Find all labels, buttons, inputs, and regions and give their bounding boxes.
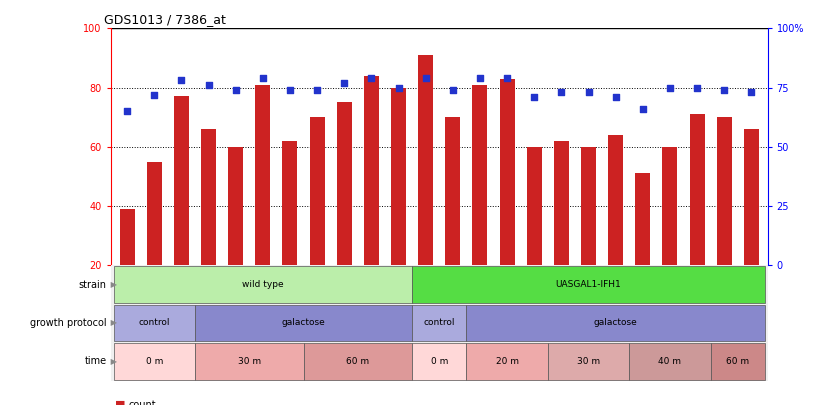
Text: 20 m: 20 m [496,357,519,366]
Point [636,106,649,112]
Bar [113,305,195,341]
Bar [412,343,466,380]
Bar [466,305,765,341]
Bar [500,79,515,265]
Text: strain: strain [79,279,107,290]
Bar [472,85,488,265]
Text: ▶: ▶ [108,318,117,328]
Point [310,87,323,93]
Bar [466,343,548,380]
Bar [418,55,433,265]
Point [337,80,351,86]
Text: 40 m: 40 m [658,357,681,366]
Text: 30 m: 30 m [238,357,261,366]
Text: growth protocol: growth protocol [30,318,107,328]
Point [690,84,704,91]
Text: control: control [424,318,455,328]
Text: galactose: galactose [282,318,325,328]
Bar [255,85,270,265]
Point [582,89,595,96]
Point [121,108,134,115]
Text: count: count [129,400,157,405]
Point [474,75,487,81]
Text: UASGAL1-IFH1: UASGAL1-IFH1 [556,280,621,289]
Point [365,75,378,81]
Text: ▶: ▶ [108,357,117,366]
Bar [337,102,351,265]
Text: 60 m: 60 m [346,357,369,366]
Point [663,84,677,91]
Bar [304,343,412,380]
Text: wild type: wild type [242,280,283,289]
Text: galactose: galactose [594,318,638,328]
Bar [445,117,461,265]
Bar [629,343,711,380]
Bar [663,147,677,265]
Bar [120,209,135,265]
Point [718,87,731,93]
Bar [364,76,378,265]
Point [447,87,460,93]
Point [555,89,568,96]
Bar [174,96,189,265]
Text: ▶: ▶ [108,280,117,289]
Bar [581,147,596,265]
Point [501,75,514,81]
Text: control: control [139,318,170,328]
Bar [201,129,216,265]
Point [283,87,296,93]
Bar [195,343,304,380]
Text: 60 m: 60 m [727,357,750,366]
Point [392,84,405,91]
Bar [412,305,466,341]
Point [175,77,188,84]
Bar [548,343,629,380]
Bar [412,266,765,303]
Bar [310,117,324,265]
Bar [113,266,412,303]
Text: 0 m: 0 m [430,357,448,366]
Point [528,94,541,100]
Bar [195,305,412,341]
Bar [608,135,623,265]
Text: ■: ■ [115,400,126,405]
Bar [228,147,243,265]
Bar [717,117,732,265]
Bar [554,141,569,265]
Point [256,75,269,81]
Point [419,75,432,81]
Bar [635,173,650,265]
Text: 0 m: 0 m [145,357,163,366]
Point [609,94,622,100]
Bar [282,141,297,265]
Point [202,82,215,88]
Bar [744,129,759,265]
Point [229,87,242,93]
Bar [147,162,162,265]
Bar [391,87,406,265]
Point [148,92,161,98]
Text: GDS1013 / 7386_at: GDS1013 / 7386_at [104,13,226,26]
Text: 30 m: 30 m [577,357,600,366]
Bar [690,114,704,265]
Point [745,89,758,96]
Bar [113,343,195,380]
Text: time: time [85,356,107,367]
Bar [711,343,765,380]
Bar [527,147,542,265]
